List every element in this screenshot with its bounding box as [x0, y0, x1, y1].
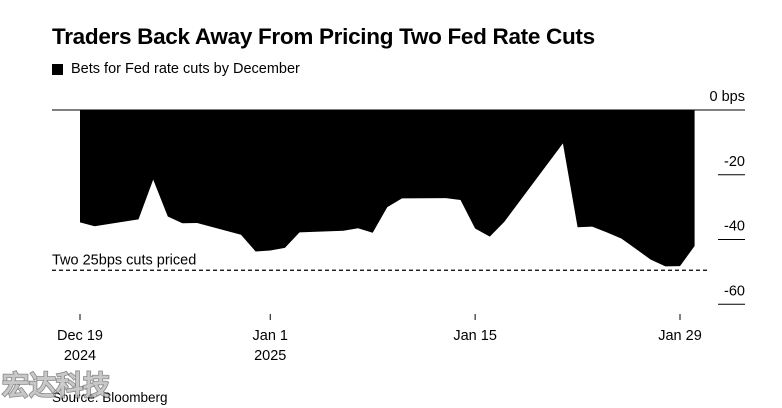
svg-text:宏达科技: 宏达科技 — [2, 370, 110, 401]
x-tick-label: Dec 19 — [57, 328, 103, 344]
x-tick-year-label: 2025 — [254, 348, 286, 364]
x-axis: Dec 19 2024 Jan 1 2025 Jan 15 Jan 29 — [57, 314, 702, 364]
y-tick-label: -40 — [724, 219, 745, 235]
y-tick-label: 0 bps — [710, 89, 745, 105]
source-note: Source: Bloomberg — [52, 390, 168, 405]
chart-title: Traders Back Away From Pricing Two Fed R… — [52, 24, 595, 49]
y-tick-label: -60 — [724, 283, 745, 299]
x-tick-label: Jan 29 — [658, 328, 702, 344]
legend-label: Bets for Fed rate cuts by December — [71, 61, 300, 77]
series-area — [80, 110, 695, 267]
reference-line-label: Two 25bps cuts priced — [52, 252, 196, 268]
x-tick-year-label: 2024 — [64, 348, 96, 364]
legend: Bets for Fed rate cuts by December — [52, 61, 300, 77]
legend-swatch — [52, 63, 63, 75]
x-tick-label: Jan 15 — [453, 328, 497, 344]
y-axis: 0 bps -20 -40 -60 — [52, 89, 745, 305]
watermark-logo: 宏达科技 — [1, 369, 111, 401]
x-tick-label: Jan 1 — [253, 328, 288, 344]
y-tick-label: -20 — [724, 154, 745, 170]
